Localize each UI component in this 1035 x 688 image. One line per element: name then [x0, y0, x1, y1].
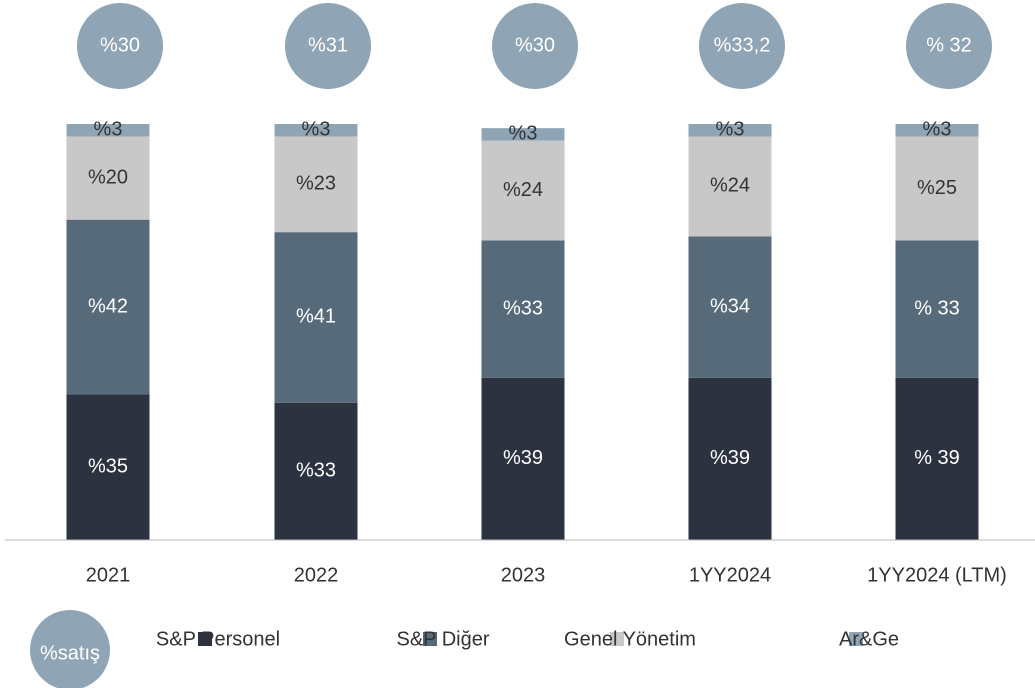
- data-label: %39: [503, 447, 543, 469]
- bar-segment: [895, 240, 979, 378]
- data-label: %35: [88, 455, 128, 477]
- data-label: %24: [503, 179, 543, 201]
- bar-segment: [274, 232, 358, 403]
- bar-segment: [688, 136, 772, 237]
- bar-segment: [66, 394, 150, 540]
- legend-swatch: [423, 632, 437, 646]
- x-tick-label: 1YY2024 (LTM): [867, 564, 1007, 586]
- bar-segment: [895, 136, 979, 241]
- bar-segment: [274, 136, 358, 233]
- bar-segment: [688, 236, 772, 378]
- bubble-label: %33,2: [714, 34, 771, 56]
- data-label: %3: [716, 119, 745, 141]
- bubble: [906, 3, 992, 89]
- data-label: %41: [296, 306, 336, 328]
- bubble: [77, 3, 163, 89]
- legend-swatch: [849, 632, 863, 646]
- legend-label: S&P Diğer: [396, 628, 489, 650]
- data-label: %20: [88, 166, 128, 188]
- bar-segment: [274, 402, 358, 540]
- bar-segment: [66, 136, 150, 220]
- data-label: %3: [923, 119, 952, 141]
- data-label: %25: [917, 177, 957, 199]
- legend-swatch: [198, 632, 212, 646]
- bubble-label: %31: [308, 34, 348, 56]
- data-label: % 33: [914, 297, 960, 319]
- bar-segment: [895, 377, 979, 540]
- bar-segment: [274, 124, 358, 137]
- bubble-label: %30: [515, 34, 555, 56]
- data-label: %42: [88, 295, 128, 317]
- bubble: [699, 3, 785, 89]
- bubble: [285, 3, 371, 89]
- bar-segment: [895, 124, 979, 137]
- legend-bubble: [30, 610, 110, 688]
- data-label: %3: [509, 123, 538, 145]
- legend-swatch: [610, 632, 624, 646]
- data-label: %24: [710, 175, 750, 197]
- bubble: [492, 3, 578, 89]
- bar-segment: [481, 140, 565, 241]
- data-label: %34: [710, 295, 750, 317]
- bubble-label: % 32: [926, 34, 972, 56]
- bar-segment: [481, 377, 565, 540]
- bar-segment: [481, 128, 565, 141]
- legend-label: Ar&Ge: [839, 628, 899, 650]
- x-tick-label: 1YY2024: [689, 564, 771, 586]
- legend-label: S&P Personel: [156, 628, 280, 650]
- data-label: %33: [296, 460, 336, 482]
- legend-bubble-label: %satış: [40, 642, 100, 664]
- bar-segment: [481, 240, 565, 378]
- bubble-label: %30: [100, 34, 140, 56]
- data-label: % 39: [914, 447, 960, 469]
- data-label: %39: [710, 447, 750, 469]
- x-tick-label: 2021: [86, 564, 131, 586]
- data-label: %3: [94, 119, 123, 141]
- bar-segment: [66, 124, 150, 137]
- legend-label: Genel Yönetim: [564, 628, 696, 650]
- x-tick-label: 2022: [294, 564, 339, 586]
- data-label: %33: [503, 297, 543, 319]
- bar-segment: [688, 124, 772, 137]
- data-label: %23: [296, 173, 336, 195]
- data-label: %3: [302, 119, 331, 141]
- bar-segment: [66, 219, 150, 395]
- bar-segment: [688, 377, 772, 540]
- x-tick-label: 2023: [501, 564, 546, 586]
